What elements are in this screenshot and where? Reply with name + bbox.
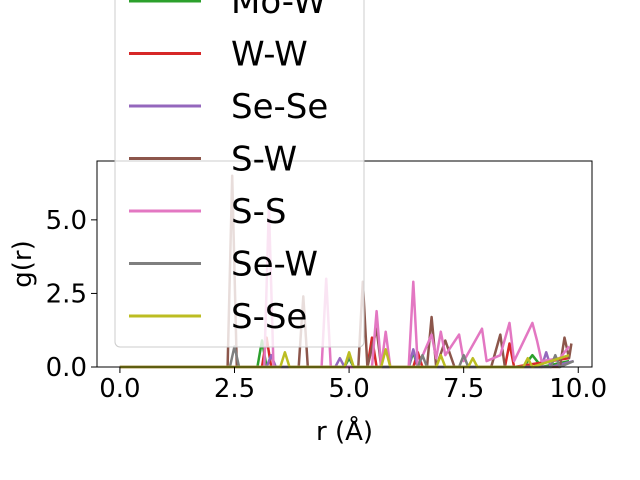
x-tick-label: 2.5: [214, 374, 255, 404]
legend: Mo-W W-W Se-Se S-W S-S Se-W S-Se: [114, 0, 365, 348]
legend-label-se-se: Se-Se: [231, 87, 328, 127]
x-tick-label: 7.5: [443, 374, 484, 404]
legend-box: [114, 0, 365, 348]
y-tick-label: 0.0: [46, 353, 87, 383]
x-tick-label: 10.0: [549, 374, 607, 404]
x-tick-label: 0.0: [99, 374, 140, 404]
ticks-layer: 0.0 2.5 5.0 7.5 10.0 0.0 2.5 5.0: [46, 206, 608, 404]
y-tick-label: 2.5: [46, 279, 87, 309]
y-tick-label: 5.0: [46, 206, 87, 236]
legend-label-s-w: S-W: [231, 140, 297, 180]
x-tick-label: 5.0: [328, 374, 369, 404]
legend-label-s-se: S-Se: [231, 297, 307, 337]
x-axis-label: r (Å): [316, 415, 373, 447]
series-line-se-w: [119, 345, 575, 369]
legend-label-w-w: W-W: [231, 35, 308, 75]
legend-label-se-w: Se-W: [231, 245, 318, 285]
legend-label-s-s: S-S: [231, 192, 286, 232]
legend-label-mo-w: Mo-W: [231, 0, 326, 22]
y-axis-label: g(r): [8, 240, 38, 287]
